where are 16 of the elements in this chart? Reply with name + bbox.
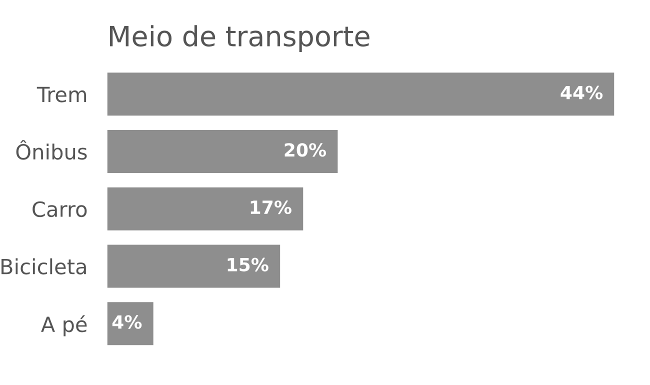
chart-title: Meio de transporte: [110, 25, 370, 52]
bar: [107, 244, 280, 288]
data-label: 20%: [284, 143, 326, 157]
y-tick-label: Ônibus: [16, 140, 87, 160]
bar: [107, 72, 614, 116]
data-label: 44%: [560, 86, 603, 100]
y-tick-label: A pé: [41, 315, 87, 336]
y-tick-label: Carro: [32, 201, 87, 218]
bar: [107, 302, 154, 346]
y-tick-label: Trem: [36, 86, 86, 102]
data-label: 4%: [112, 315, 142, 329]
bar: [107, 187, 304, 230]
data-label: 15%: [228, 258, 268, 272]
data-label: 17%: [250, 200, 292, 214]
bar: [107, 130, 338, 174]
y-tick-label: Bicicleta: [2, 258, 86, 274]
